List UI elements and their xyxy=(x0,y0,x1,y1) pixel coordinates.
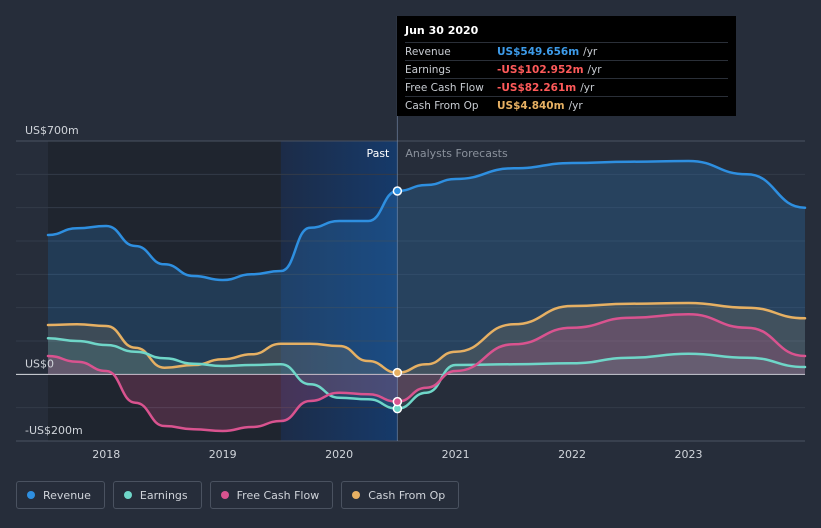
tooltip-unit: /yr xyxy=(583,45,598,58)
x-axis-tick-label: 2022 xyxy=(558,448,586,461)
tooltip-row-cash-from-op: Cash From Op US$4.840m /yr xyxy=(405,96,728,114)
series-line-free-cash-flow xyxy=(46,313,807,433)
x-axis-tick-label: 2018 xyxy=(92,448,120,461)
legend-item-cash-from-op[interactable]: Cash From Op xyxy=(341,481,460,509)
legend-dot-icon xyxy=(352,491,361,499)
series-line-earnings xyxy=(46,337,807,410)
tooltip-value: US$549.656m xyxy=(497,45,580,58)
series-area-free-cash-flow xyxy=(48,314,805,431)
tooltip-unit: /yr xyxy=(587,63,602,76)
y-axis-tick-label: US$0 xyxy=(25,357,54,370)
legend-label: Free Cash Flow xyxy=(236,488,320,502)
legend-dot-icon xyxy=(27,491,35,499)
legend: Revenue Earnings Free Cash Flow Cash Fro… xyxy=(16,481,460,509)
x-axis-tick-label: 2019 xyxy=(209,448,237,461)
y-axis-tick-label: -US$200m xyxy=(25,424,83,437)
series-area-revenue xyxy=(48,161,805,375)
legend-label: Earnings xyxy=(139,488,188,502)
tooltip-value: -US$102.952m xyxy=(497,63,584,76)
data-point-marker-cash-from-op xyxy=(392,367,403,378)
legend-item-free-cash-flow[interactable]: Free Cash Flow xyxy=(209,481,334,509)
legend-item-revenue[interactable]: Revenue xyxy=(16,481,105,509)
series-area-cash-from-op xyxy=(48,303,805,375)
legend-item-earnings[interactable]: Earnings xyxy=(112,481,202,509)
tooltip-row-revenue: Revenue US$549.656m /yr xyxy=(405,42,728,60)
data-point-marker-revenue xyxy=(392,186,403,196)
tooltip-unit: /yr xyxy=(568,99,583,112)
legend-label: Cash From Op xyxy=(368,488,446,502)
tooltip-value: US$4.840m xyxy=(497,99,565,112)
tooltip-unit: /yr xyxy=(580,81,595,94)
y-axis-tick-label: US$700m xyxy=(25,124,79,137)
x-axis-tick-label: 2020 xyxy=(325,448,353,461)
legend-dot-icon xyxy=(123,491,132,499)
series-area-earnings xyxy=(48,338,805,409)
tooltip: Jun 30 2020 Revenue US$549.656m /yr Earn… xyxy=(397,16,736,116)
tooltip-date: Jun 30 2020 xyxy=(405,24,479,37)
series-line-revenue xyxy=(46,159,807,282)
past-region-shade xyxy=(48,141,281,441)
x-axis-tick-label: 2023 xyxy=(675,448,703,461)
tooltip-label: Cash From Op xyxy=(405,99,479,112)
past-label: Past xyxy=(366,147,390,160)
tooltip-row-free-cash-flow: Free Cash Flow -US$82.261m /yr xyxy=(405,78,728,96)
data-point-marker-free-cash-flow xyxy=(392,396,403,407)
legend-label: Revenue xyxy=(43,488,91,502)
forecast-label: Analysts Forecasts xyxy=(405,147,508,160)
tooltip-label: Free Cash Flow xyxy=(405,81,484,94)
tooltip-label: Revenue xyxy=(405,45,451,58)
highlight-region-shade xyxy=(280,141,398,441)
legend-dot-icon xyxy=(220,491,229,499)
tooltip-label: Earnings xyxy=(405,63,451,76)
tooltip-value: -US$82.261m xyxy=(497,81,577,94)
tooltip-row-earnings: Earnings -US$102.952m /yr xyxy=(405,60,728,78)
x-axis-tick-label: 2021 xyxy=(442,448,470,461)
